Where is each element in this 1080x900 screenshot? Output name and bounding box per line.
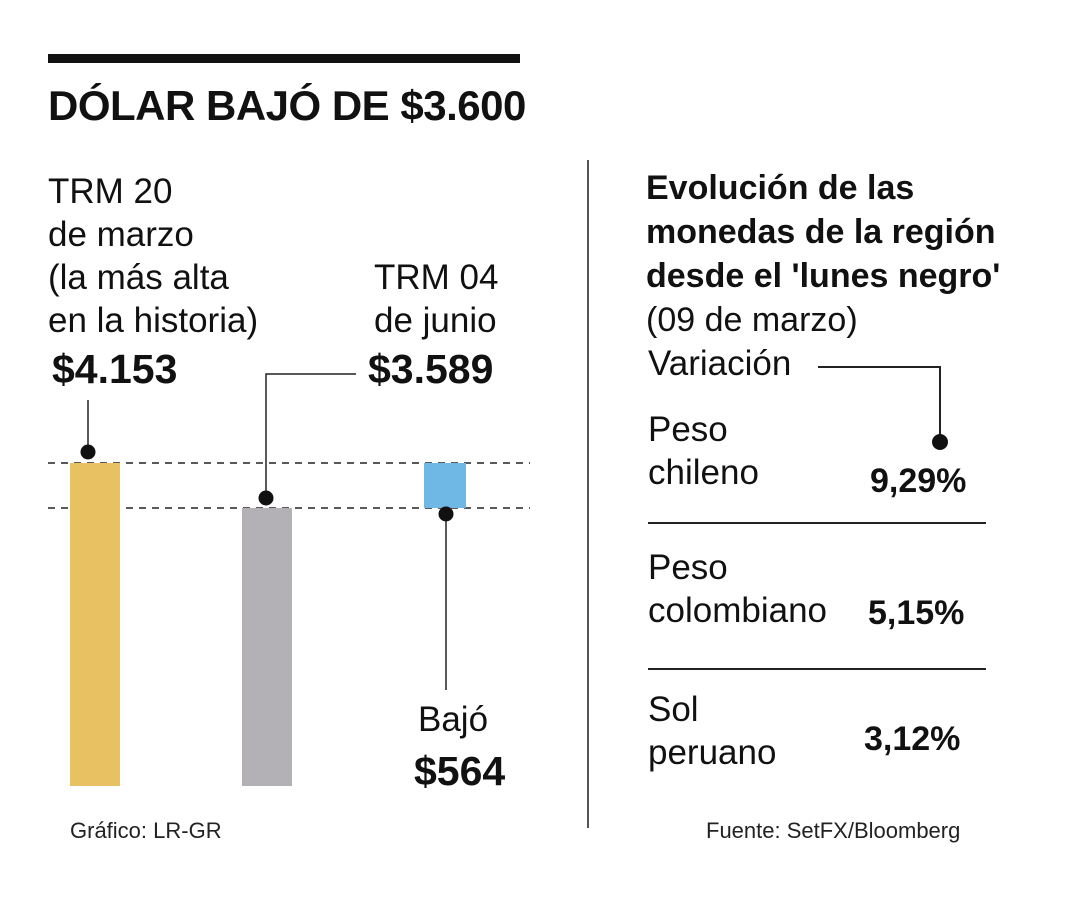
leader-current (265, 373, 356, 498)
title-rule (48, 54, 520, 63)
high-value-label: $4.153 (52, 346, 178, 392)
region-title-line: monedas de la región (646, 213, 996, 251)
variation-label: Variación (648, 344, 792, 383)
region-title-line: desde el 'lunes negro' (646, 254, 1000, 298)
currency-name-colombia: Peso colombiano (648, 546, 827, 632)
currency-name-peru: Sol peruano (648, 688, 776, 774)
credit-text: Gráfico: LR-GR (70, 818, 222, 843)
variation-dot (932, 434, 948, 450)
currency-name-line: Peso (648, 410, 728, 449)
dot-drop (438, 506, 454, 522)
high-label-line: de marzo (48, 215, 194, 254)
bar-drop (424, 463, 466, 508)
high-label: TRM 20 de marzo (la más alta en la histo… (48, 170, 258, 342)
current-label-line: de junio (374, 301, 497, 340)
current-label-line: TRM 04 (374, 258, 499, 297)
source-text: Fuente: SetFX/Bloomberg (706, 818, 961, 843)
currency-value-chile: 9,29% (870, 462, 967, 500)
chart-title: DÓLAR BAJÓ DE $3.600 (48, 82, 526, 129)
current-value-label: $3.589 (368, 346, 494, 392)
currency-name-chile: Peso chileno (648, 408, 759, 494)
currency-name-line: peruano (648, 733, 777, 772)
currency-value-colombia: 5,15% (868, 594, 965, 632)
variation-connector-h (818, 366, 940, 368)
region-title-part: desde el 'lunes negro' (646, 257, 1001, 295)
panel-divider (587, 160, 589, 828)
currency-name-line: chileno (648, 453, 759, 492)
variation-connector-v (939, 366, 941, 436)
row-divider (648, 668, 986, 670)
currency-name-line: colombiano (648, 591, 827, 630)
bar-high (70, 463, 120, 786)
current-label: TRM 04 de junio (374, 256, 498, 342)
high-label-line: en la historia) (48, 301, 259, 340)
row-divider (648, 522, 986, 524)
high-label-line: (la más alta (48, 258, 229, 297)
drop-value-label: $564 (414, 748, 506, 794)
bar-current (242, 508, 292, 786)
currency-name-line: Peso (648, 548, 728, 587)
currency-value-peru: 3,12% (864, 720, 961, 758)
high-label-line: TRM 20 (48, 172, 173, 211)
region-title: Evolución de las monedas de la región de… (646, 166, 1000, 342)
currency-name-line: Sol (648, 690, 699, 729)
bar-chart (48, 373, 530, 786)
region-title-line: (09 de marzo) (646, 301, 858, 339)
region-title-line: Evolución de las (646, 169, 915, 207)
dot-high (80, 444, 96, 460)
dot-current (258, 490, 274, 506)
drop-label: Bajó (418, 700, 489, 739)
